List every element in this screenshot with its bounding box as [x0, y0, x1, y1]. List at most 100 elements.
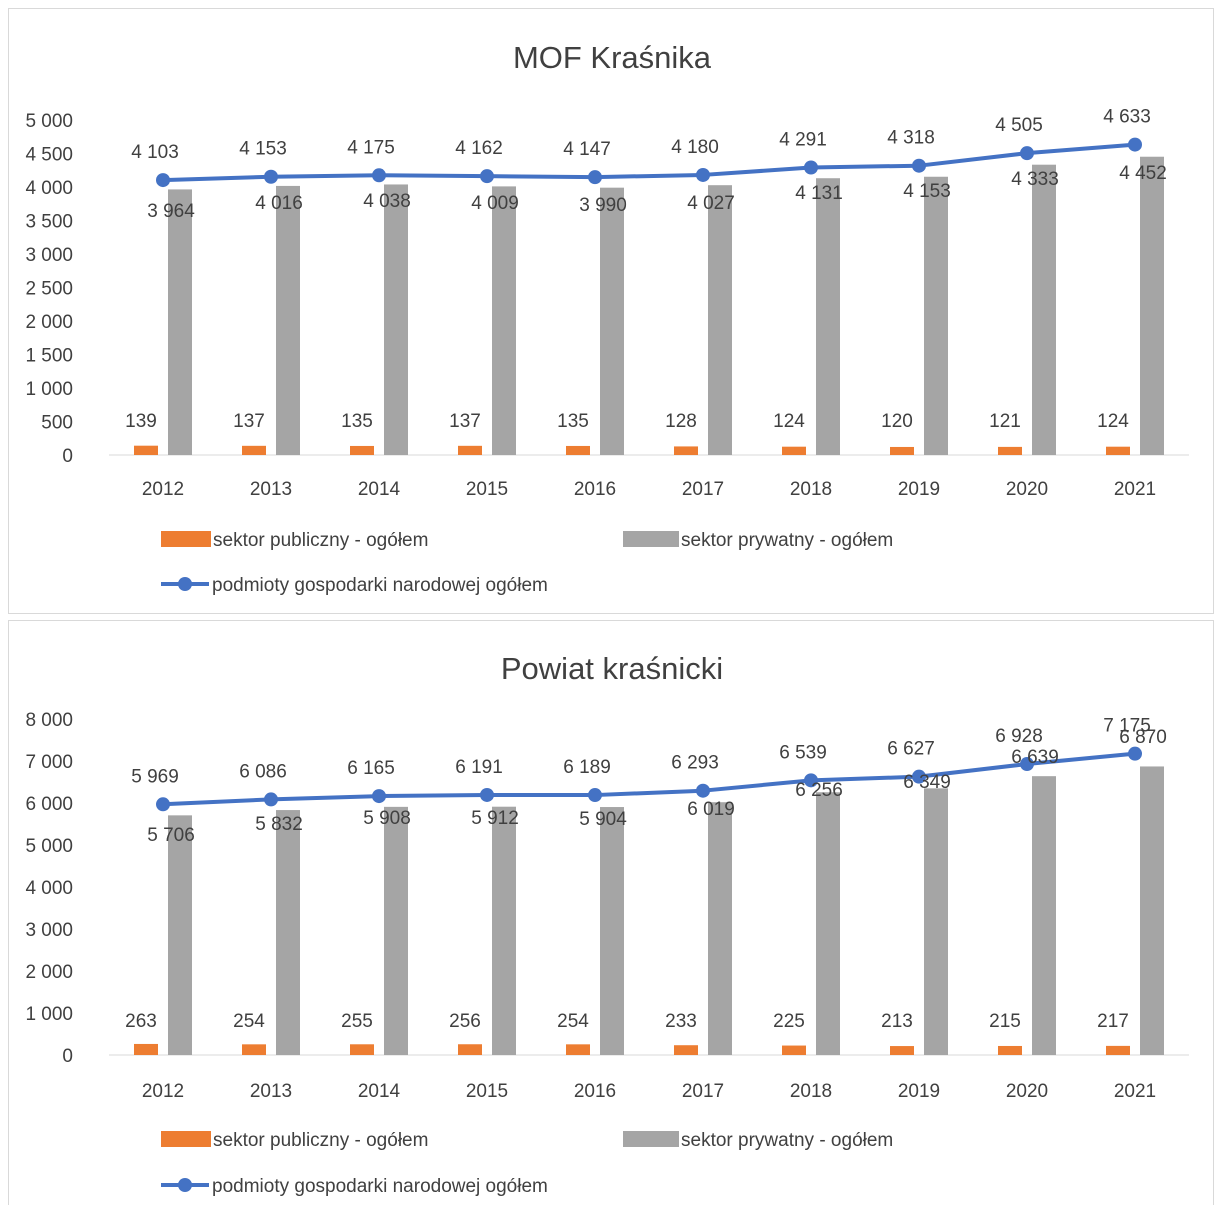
bar-sektor-publiczny [566, 445, 590, 455]
data-label-sektor-prywatny: 4 153 [903, 181, 951, 202]
data-label-sektor-prywatny: 4 016 [255, 193, 303, 214]
data-label-sektor-prywatny: 6 256 [795, 780, 843, 801]
data-label-sektor-publiczny: 255 [341, 1011, 373, 1032]
bar-sektor-publiczny [350, 445, 374, 455]
data-label-sektor-prywatny: 5 904 [579, 809, 627, 830]
data-label-sektor-prywatny: 4 038 [363, 191, 411, 212]
legend-label-sektor-prywatny: sektor prywatny - ogółem [681, 530, 893, 551]
legend-swatch-sektor-publiczny [161, 1131, 211, 1147]
data-label-podmioty-ogolem: 4 291 [779, 130, 827, 151]
chart-title: Powiat kraśnicki [501, 651, 723, 686]
bar-sektor-prywatny [492, 186, 516, 455]
bar-sektor-prywatny [1140, 766, 1164, 1055]
bar-sektor-prywatny [600, 187, 624, 456]
data-label-podmioty-ogolem: 4 153 [239, 139, 287, 160]
legend-label-sektor-prywatny: sektor prywatny - ogółem [681, 1130, 893, 1151]
data-label-sektor-prywatny: 6 639 [1011, 747, 1059, 768]
data-label-sektor-publiczny: 217 [1097, 1011, 1129, 1032]
data-label-podmioty-ogolem: 7 175 [1103, 716, 1151, 737]
y-tick-label: 4 500 [25, 145, 73, 166]
line-point-podmioty-ogolem [156, 173, 170, 188]
y-tick-label: 4 000 [25, 878, 73, 899]
x-tick-label: 2020 [1006, 1081, 1048, 1102]
bar-sektor-prywatny [168, 189, 192, 456]
data-label-sektor-prywatny: 6 349 [903, 772, 951, 793]
data-label-podmioty-ogolem: 5 969 [131, 766, 179, 787]
y-tick-label: 6 000 [25, 794, 73, 815]
y-tick-label: 1 500 [25, 346, 73, 367]
data-label-podmioty-ogolem: 4 162 [455, 138, 503, 159]
line-point-podmioty-ogolem [804, 773, 818, 788]
y-tick-label: 2 000 [25, 962, 73, 983]
bar-sektor-publiczny [134, 445, 158, 455]
data-label-sektor-publiczny: 137 [233, 411, 265, 432]
data-label-sektor-publiczny: 121 [989, 411, 1021, 432]
data-label-podmioty-ogolem: 4 103 [131, 142, 179, 163]
y-tick-label: 4 000 [25, 178, 73, 199]
data-label-podmioty-ogolem: 4 147 [563, 139, 611, 160]
bar-sektor-publiczny [782, 446, 806, 455]
line-point-podmioty-ogolem [480, 787, 494, 802]
data-label-sektor-publiczny: 124 [773, 411, 805, 432]
data-label-sektor-publiczny: 256 [449, 1011, 481, 1032]
data-label-podmioty-ogolem: 4 505 [995, 115, 1043, 136]
data-label-sektor-publiczny: 233 [665, 1011, 697, 1032]
data-label-podmioty-ogolem: 6 191 [455, 757, 503, 778]
data-label-sektor-prywatny: 4 027 [687, 193, 735, 214]
line-point-podmioty-ogolem [588, 788, 602, 803]
bar-sektor-prywatny [276, 810, 300, 1055]
bar-sektor-prywatny [708, 185, 732, 456]
data-label-sektor-prywatny: 5 706 [147, 825, 195, 846]
data-label-sektor-publiczny: 254 [557, 1011, 589, 1032]
line-point-podmioty-ogolem [264, 169, 278, 184]
bar-sektor-publiczny [458, 1044, 482, 1055]
bar-sektor-publiczny [782, 1045, 806, 1055]
bar-sektor-publiczny [566, 1044, 590, 1055]
data-label-sektor-publiczny: 137 [449, 411, 481, 432]
x-tick-label: 2017 [682, 479, 724, 500]
x-tick-label: 2012 [142, 479, 184, 500]
data-label-podmioty-ogolem: 6 928 [995, 726, 1043, 747]
x-tick-label: 2018 [790, 479, 832, 500]
data-label-podmioty-ogolem: 6 189 [563, 757, 611, 778]
line-point-podmioty-ogolem [1020, 757, 1034, 772]
data-label-podmioty-ogolem: 6 293 [671, 753, 719, 774]
data-label-sektor-publiczny: 139 [125, 411, 157, 432]
y-tick-label: 3 000 [25, 920, 73, 941]
bar-sektor-publiczny [674, 1045, 698, 1055]
legend-label-podmioty-ogolem: podmioty gospodarki narodowej ogółem [212, 1176, 548, 1197]
data-label-podmioty-ogolem: 6 539 [779, 742, 827, 763]
data-label-sektor-publiczny: 225 [773, 1011, 805, 1032]
data-label-sektor-publiczny: 135 [557, 411, 589, 432]
bar-sektor-publiczny [890, 1046, 914, 1055]
y-tick-label: 0 [62, 446, 73, 467]
line-point-podmioty-ogolem [1020, 146, 1034, 161]
legend-swatch-sektor-prywatny [623, 1131, 679, 1147]
line-point-podmioty-ogolem [696, 167, 710, 182]
data-label-sektor-publiczny: 213 [881, 1011, 913, 1032]
data-label-sektor-prywatny: 6 019 [687, 799, 735, 820]
x-tick-label: 2019 [898, 479, 940, 500]
data-label-sektor-publiczny: 135 [341, 411, 373, 432]
bar-sektor-prywatny [924, 788, 948, 1055]
y-tick-label: 2 000 [25, 312, 73, 333]
x-tick-label: 2017 [682, 1081, 724, 1102]
data-label-sektor-prywatny: 4 452 [1119, 163, 1167, 184]
line-podmioty-ogolem [162, 751, 1136, 807]
bar-sektor-prywatny [600, 807, 624, 1055]
bar-sektor-prywatny [168, 815, 192, 1055]
y-tick-label: 1 000 [25, 1004, 73, 1025]
bar-sektor-prywatny [816, 178, 840, 455]
chart-panel-mof-krasnika: MOF Kraśnika 0 500 1 000 1 500 2 000 2 500 3 00… [8, 8, 1214, 614]
data-label-sektor-prywatny: 4 333 [1011, 169, 1059, 190]
chart-mof-krasnika: MOF Kraśnika 0 500 1 000 1 500 2 000 2 500 3 00… [25, 40, 1189, 596]
bar-sektor-publiczny [350, 1044, 374, 1055]
x-tick-label: 2021 [1114, 479, 1156, 500]
x-tick-label: 2019 [898, 1081, 940, 1102]
line-point-podmioty-ogolem [696, 783, 710, 798]
bar-sektor-prywatny [816, 792, 840, 1055]
x-tick-label: 2018 [790, 1081, 832, 1102]
data-label-sektor-prywatny: 5 832 [255, 814, 303, 835]
y-tick-label: 5 000 [25, 111, 73, 132]
data-label-sektor-prywatny: 6 870 [1119, 727, 1167, 748]
